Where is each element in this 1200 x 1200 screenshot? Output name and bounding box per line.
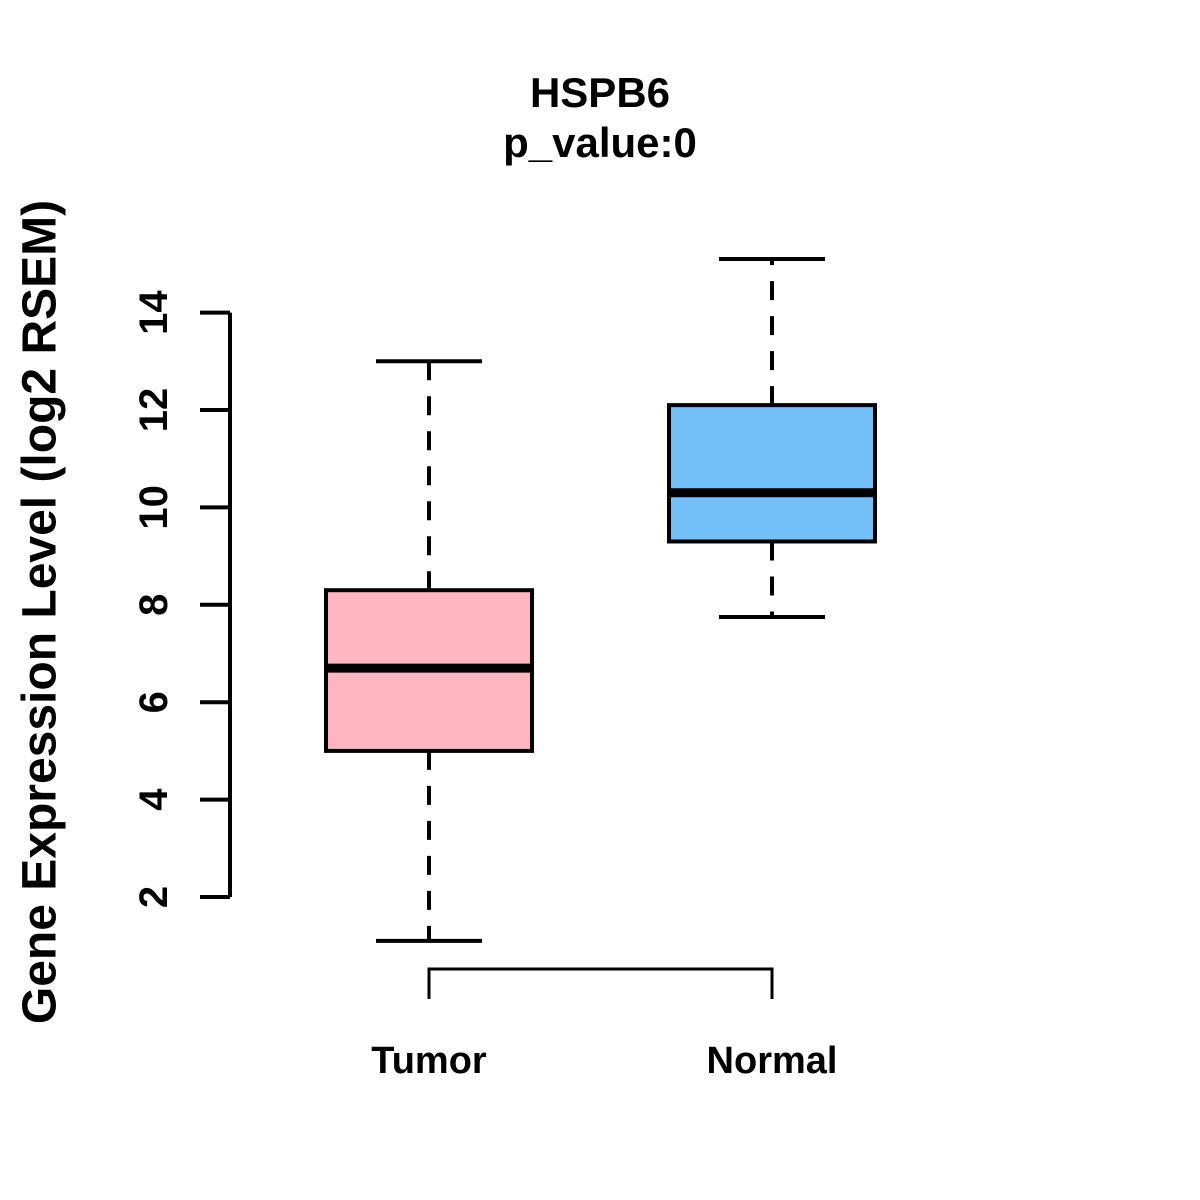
box-normal	[667, 403, 877, 544]
chart-title: HSPB6	[529, 69, 671, 116]
y-tick-label: 6	[132, 691, 176, 713]
y-tick-label: 2	[132, 886, 176, 908]
y-tick-label: 8	[132, 594, 176, 616]
y-tick-label: 12	[132, 388, 176, 433]
x-label-tumor: Tumor	[371, 1040, 487, 1082]
chart-subtitle: p_value:0	[503, 119, 697, 166]
comparison-bracket	[427, 967, 774, 999]
y-tick-label: 14	[132, 290, 176, 335]
chart-title-block: HSPB6 p_value:0	[503, 68, 697, 168]
x-label-normal: Normal	[706, 1040, 838, 1082]
y-tick-label: 4	[132, 788, 176, 811]
y-tick-label: 10	[132, 485, 176, 530]
